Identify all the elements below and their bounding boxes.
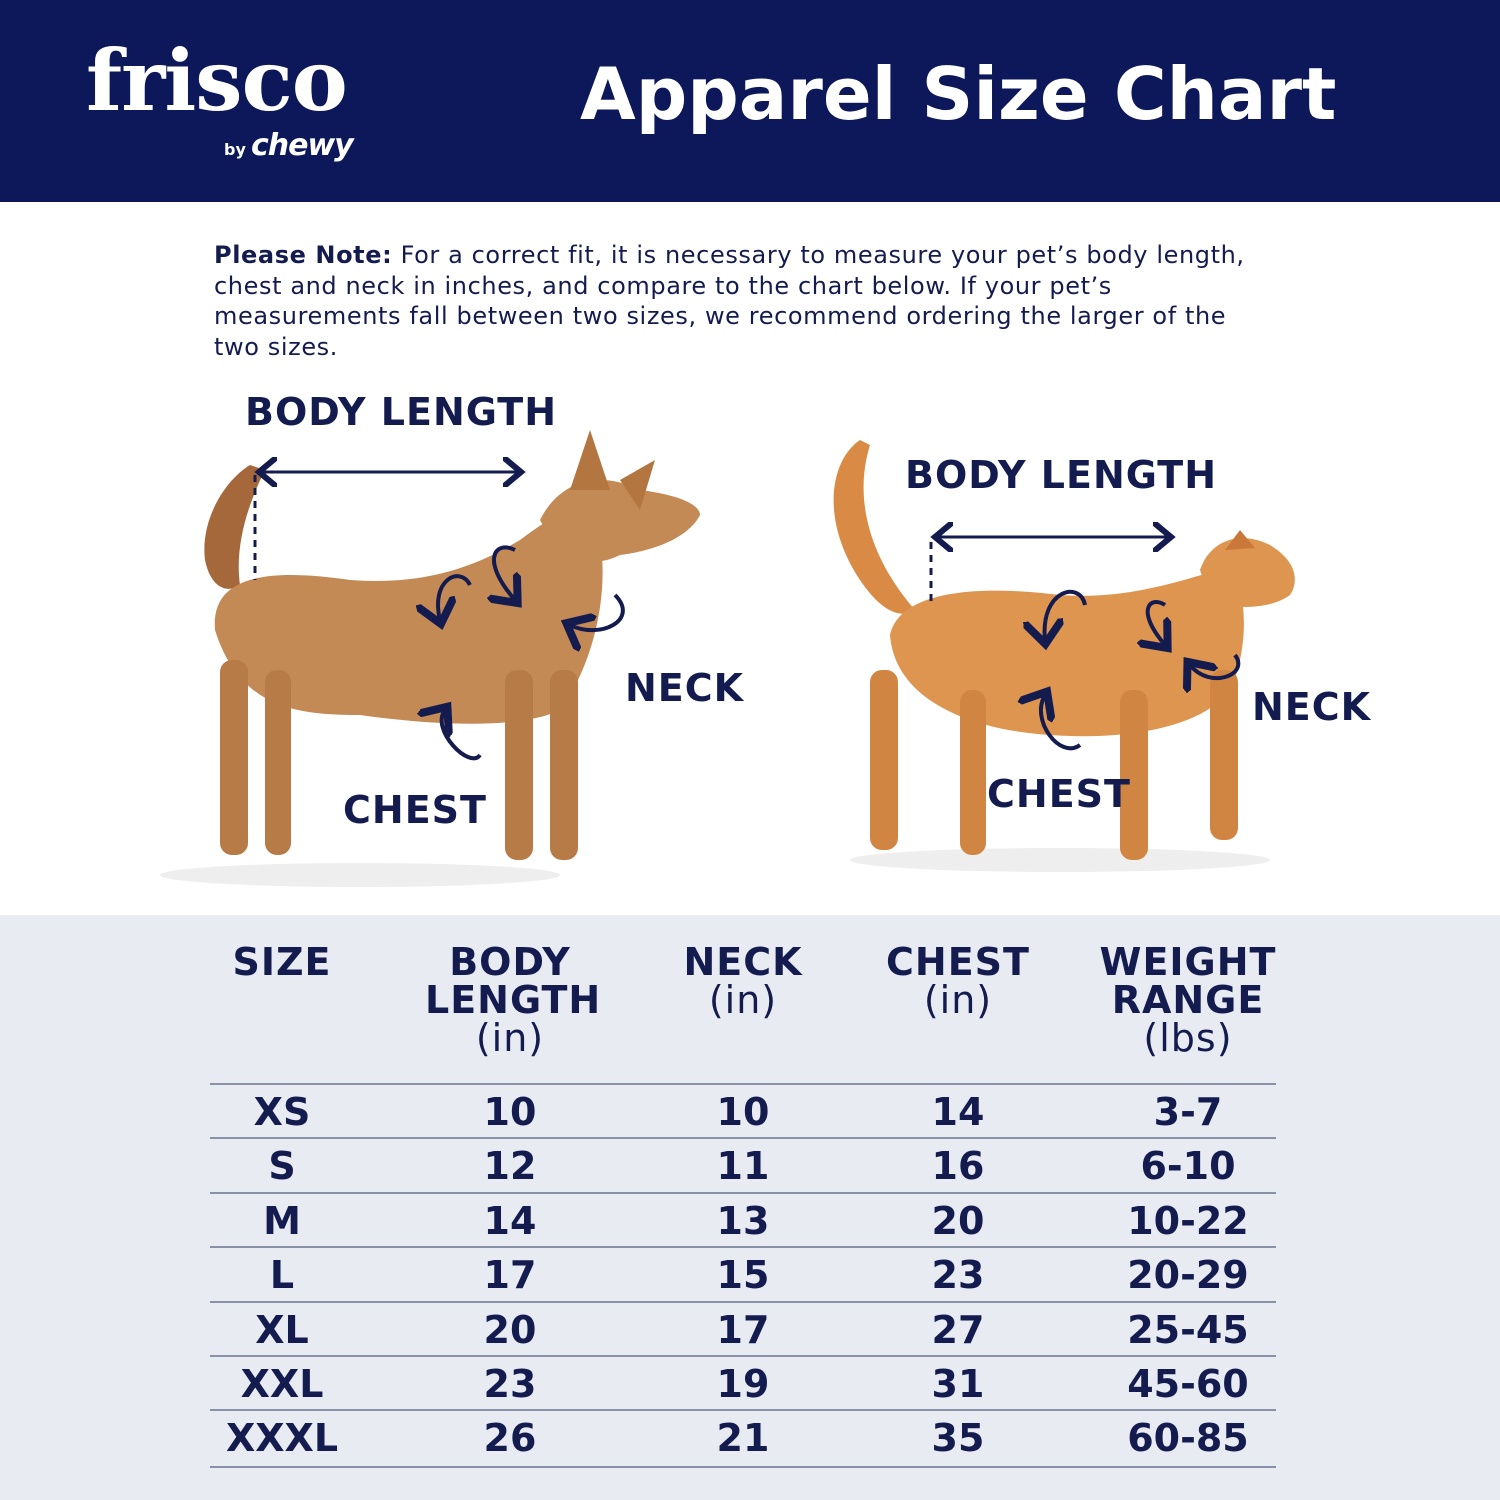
weight-range-cell: 60-85 (1127, 1416, 1249, 1461)
neck-cell: 17 (716, 1307, 770, 1352)
fit-note: Please Note: For a correct fit, it is ne… (214, 240, 1254, 362)
table-bottom-border (210, 1466, 1276, 1468)
logo-wordmark: frisco (86, 31, 348, 130)
dog-body-length-label: BODY LENGTH (245, 390, 558, 434)
logo-byline: by chewy (224, 128, 354, 163)
size-cell: S (268, 1144, 296, 1189)
dog-image (160, 430, 700, 887)
neck-cell: 15 (716, 1253, 770, 1298)
table-row: L 17 15 23 20-29 (210, 1246, 1276, 1302)
header-neck: NECK (in) (683, 940, 803, 1022)
cat-neck-label: NECK (1252, 685, 1372, 729)
body-length-cell: 14 (483, 1198, 537, 1243)
chest-cell: 35 (931, 1416, 985, 1461)
dog-chest-label: CHEST (343, 788, 487, 832)
page-title: Apparel Size Chart (580, 52, 1337, 136)
neck-cell: 10 (716, 1090, 770, 1134)
weight-range-cell: 10-22 (1127, 1198, 1249, 1243)
neck-cell: 19 (716, 1362, 770, 1406)
header-size: SIZE (232, 940, 332, 984)
body-length-cell: 12 (483, 1144, 537, 1189)
size-cell: XS (253, 1090, 311, 1134)
weight-range-cell: 6-10 (1140, 1144, 1236, 1189)
size-cell: M (263, 1198, 301, 1243)
size-table: SIZE BODY LENGTH (in) NECK (in) CHEST (in) … (0, 915, 1500, 1500)
frisco-logo: frisco by chewy (86, 31, 354, 164)
size-cell: L (269, 1253, 295, 1298)
chest-cell: 23 (931, 1253, 985, 1298)
pets-illustration (160, 430, 1295, 887)
table-row: XXL 23 19 31 45-60 (210, 1355, 1276, 1411)
header-body-length: BODY LENGTH (in) (425, 940, 602, 1060)
table-row: S 12 11 16 6-10 (210, 1137, 1276, 1193)
size-cell: XXL (240, 1362, 324, 1406)
neck-cell: 21 (716, 1416, 770, 1461)
chest-cell: 14 (931, 1090, 985, 1134)
size-cell: XXXL (225, 1416, 339, 1461)
body-length-cell: 10 (483, 1090, 537, 1134)
table-row: XS 10 10 14 3-7 (210, 1083, 1276, 1139)
cat-body-length-label: BODY LENGTH (905, 453, 1218, 497)
header-banner: frisco by chewy Apparel Size Chart (0, 0, 1500, 202)
chest-cell: 20 (931, 1198, 985, 1243)
weight-range-cell: 3-7 (1153, 1090, 1223, 1134)
weight-range-cell: 45-60 (1127, 1362, 1249, 1406)
neck-cell: 13 (716, 1198, 770, 1243)
body-length-cell: 17 (483, 1253, 537, 1298)
table-row: XL 20 17 27 25-45 (210, 1300, 1276, 1357)
note-text: For a correct fit, it is necessary to me… (214, 241, 1245, 361)
neck-cell: 11 (716, 1144, 770, 1189)
header-weight-range: WEIGHT RANGE (lbs) (1099, 940, 1277, 1060)
table-row: XXXL 26 21 35 60-85 (210, 1409, 1276, 1465)
size-cell: XL (255, 1307, 309, 1352)
weight-range-cell: 20-29 (1127, 1253, 1249, 1298)
cat-image (833, 440, 1295, 872)
header-chest: CHEST (in) (886, 940, 1030, 1022)
note-label: Please Note: (214, 241, 393, 269)
cat-chest-label: CHEST (987, 772, 1131, 816)
measurement-diagram: BODY LENGTH NECK CHEST BODY LENGTH NECK … (0, 370, 1500, 915)
chest-cell: 27 (931, 1307, 985, 1352)
dog-neck-label: NECK (625, 666, 745, 710)
body-length-cell: 26 (483, 1416, 537, 1461)
body-length-cell: 20 (483, 1307, 537, 1352)
body-length-cell: 23 (483, 1362, 537, 1406)
table-row: M 14 13 20 10-22 (210, 1191, 1276, 1248)
chest-cell: 16 (931, 1144, 985, 1189)
weight-range-cell: 25-45 (1127, 1307, 1249, 1352)
chest-cell: 31 (931, 1362, 985, 1406)
